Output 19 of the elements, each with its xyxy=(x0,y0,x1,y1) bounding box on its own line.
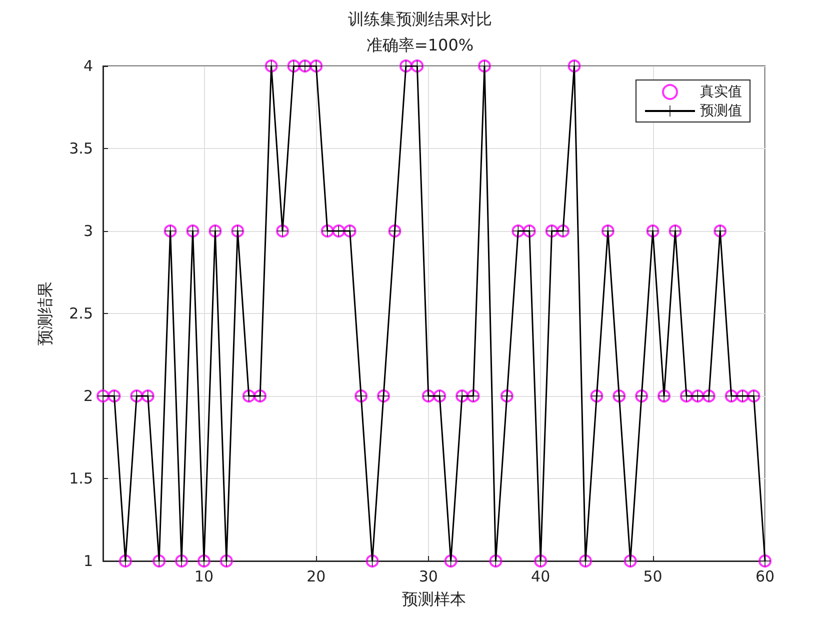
legend-label: 预测值 xyxy=(700,103,742,119)
chart-subtitle: 准确率=100% xyxy=(366,36,474,54)
x-tick-label: 20 xyxy=(306,568,326,586)
x-axis-title: 预测样本 xyxy=(402,590,466,608)
y-tick-label: 1 xyxy=(83,552,93,570)
legend-label: 真实值 xyxy=(700,84,742,100)
y-axis-title: 预测结果 xyxy=(36,282,54,346)
x-tick-label: 50 xyxy=(643,568,662,586)
y-tick-label: 3 xyxy=(83,222,93,240)
y-tick-label: 3.5 xyxy=(69,140,93,158)
y-tick-label: 2 xyxy=(83,387,93,405)
x-tick-label: 60 xyxy=(755,568,775,586)
chart-title: 训练集预测结果对比 xyxy=(348,10,492,28)
y-tick-label: 1.5 xyxy=(69,470,93,488)
y-tick-label: 4 xyxy=(83,57,93,75)
y-tick-label: 2.5 xyxy=(69,304,93,322)
x-tick-label: 40 xyxy=(531,568,550,586)
x-tick-label: 10 xyxy=(194,568,214,586)
x-tick-label: 30 xyxy=(418,568,438,586)
